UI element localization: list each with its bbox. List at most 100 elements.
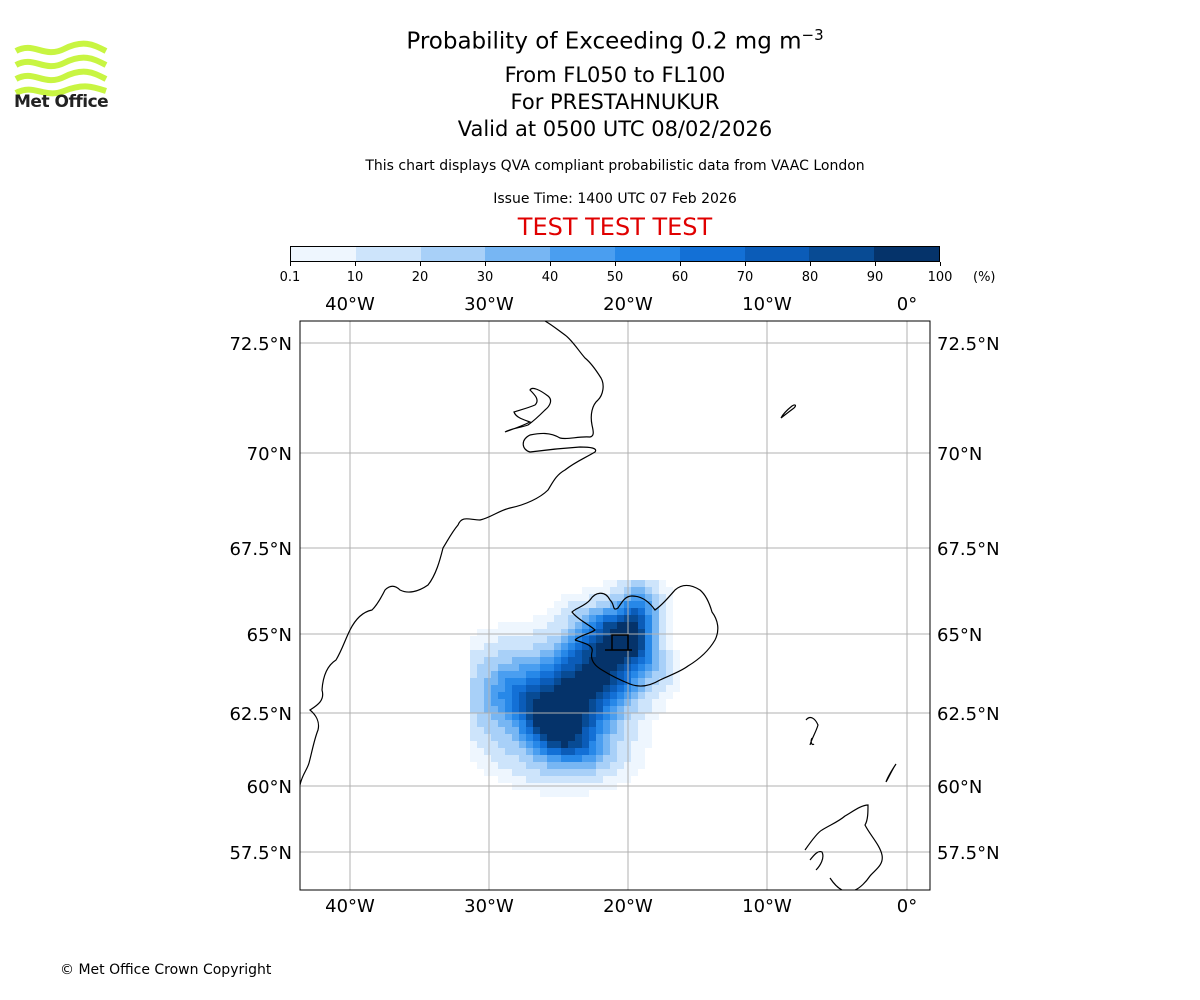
plume-cell bbox=[666, 636, 673, 643]
plume-cell bbox=[638, 692, 645, 699]
plume-cell bbox=[519, 776, 526, 783]
plume-cell bbox=[540, 720, 547, 727]
probability-colorbar bbox=[290, 246, 940, 262]
plume-cell bbox=[666, 657, 673, 664]
plume-cell bbox=[645, 622, 652, 629]
plume-cell bbox=[659, 685, 666, 692]
plume-cell bbox=[610, 720, 617, 727]
plume-cell bbox=[505, 713, 512, 720]
scoresby-sund-coast bbox=[504, 387, 552, 433]
plume-cell bbox=[645, 636, 652, 643]
plume-cell bbox=[631, 650, 638, 657]
plume-cell bbox=[547, 692, 554, 699]
plume-cell bbox=[589, 748, 596, 755]
plume-cell bbox=[568, 608, 575, 615]
plume-cell bbox=[610, 657, 617, 664]
plume-cell bbox=[610, 727, 617, 734]
plume-cell bbox=[582, 762, 589, 769]
plume-cell bbox=[617, 657, 624, 664]
plume-cell bbox=[561, 594, 568, 601]
plume-cell bbox=[561, 671, 568, 678]
issue-time: Issue Time: 1400 UTC 07 Feb 2026 bbox=[493, 191, 737, 207]
plume-cell bbox=[603, 629, 610, 636]
plume-cell bbox=[477, 727, 484, 734]
plume-cell bbox=[554, 671, 561, 678]
plume-cell bbox=[561, 636, 568, 643]
plume-cell bbox=[568, 699, 575, 706]
plume-cell bbox=[673, 664, 680, 671]
lon-label-top: 0° bbox=[897, 294, 917, 315]
plume-cell bbox=[554, 608, 561, 615]
plume-cell bbox=[470, 748, 477, 755]
plume-cell bbox=[547, 671, 554, 678]
plume-cell bbox=[519, 727, 526, 734]
plume-cell bbox=[589, 762, 596, 769]
plume-cell bbox=[526, 678, 533, 685]
plume-cell bbox=[638, 650, 645, 657]
plume-cell bbox=[652, 671, 659, 678]
plume-cell bbox=[617, 685, 624, 692]
plume-cell bbox=[631, 699, 638, 706]
colorbar-segment bbox=[809, 247, 875, 261]
plume-cell bbox=[533, 657, 540, 664]
plume-cell bbox=[526, 671, 533, 678]
plume-cell bbox=[610, 734, 617, 741]
plume-cell bbox=[568, 601, 575, 608]
plume-cell bbox=[512, 720, 519, 727]
plume-cell bbox=[519, 671, 526, 678]
plume-cell bbox=[568, 615, 575, 622]
plume-cell bbox=[631, 608, 638, 615]
plume-cell bbox=[561, 769, 568, 776]
plume-cell bbox=[568, 790, 575, 797]
plume-cell bbox=[603, 615, 610, 622]
plume-cell bbox=[519, 685, 526, 692]
plume-cell bbox=[659, 706, 666, 713]
iceland-coast bbox=[571, 584, 719, 687]
plume-cell bbox=[540, 650, 547, 657]
plume-cell bbox=[617, 755, 624, 762]
plume-cell bbox=[470, 706, 477, 713]
plume-cell bbox=[617, 713, 624, 720]
colorbar-segment bbox=[291, 247, 356, 261]
plume-cell bbox=[610, 643, 617, 650]
plume-cell bbox=[547, 706, 554, 713]
plume-cell bbox=[505, 762, 512, 769]
plume-cell bbox=[568, 748, 575, 755]
plume-cell bbox=[533, 692, 540, 699]
plume-cell bbox=[568, 713, 575, 720]
plume-cell bbox=[596, 741, 603, 748]
plume-cell bbox=[596, 601, 603, 608]
plume-cell bbox=[666, 678, 673, 685]
plume-cell bbox=[645, 692, 652, 699]
plume-cell bbox=[575, 706, 582, 713]
plume-cell bbox=[484, 643, 491, 650]
plume-cell bbox=[603, 685, 610, 692]
plume-cell bbox=[603, 594, 610, 601]
plume-cell bbox=[540, 741, 547, 748]
plume-cell bbox=[484, 727, 491, 734]
plume-cell bbox=[666, 622, 673, 629]
plume-cell bbox=[505, 699, 512, 706]
plume-cell bbox=[582, 657, 589, 664]
plume-cell bbox=[484, 734, 491, 741]
plume-cell bbox=[554, 699, 561, 706]
plume-cell bbox=[491, 629, 498, 636]
plume-cell bbox=[596, 734, 603, 741]
plume-cell bbox=[477, 692, 484, 699]
plume-cell bbox=[603, 699, 610, 706]
plume-cell bbox=[484, 748, 491, 755]
plume-cell bbox=[477, 685, 484, 692]
plume-cell bbox=[477, 748, 484, 755]
plume-cell bbox=[568, 685, 575, 692]
plume-cell bbox=[652, 664, 659, 671]
plume-cell bbox=[477, 720, 484, 727]
lat-label-right: 70°N bbox=[937, 444, 982, 465]
plume-cell bbox=[547, 699, 554, 706]
lon-label-top: 30°W bbox=[464, 294, 514, 315]
plume-cell bbox=[617, 643, 624, 650]
plume-cell bbox=[561, 664, 568, 671]
plume-cell bbox=[589, 622, 596, 629]
plume-cell bbox=[561, 734, 568, 741]
plume-cell bbox=[491, 685, 498, 692]
plume-cell bbox=[554, 685, 561, 692]
